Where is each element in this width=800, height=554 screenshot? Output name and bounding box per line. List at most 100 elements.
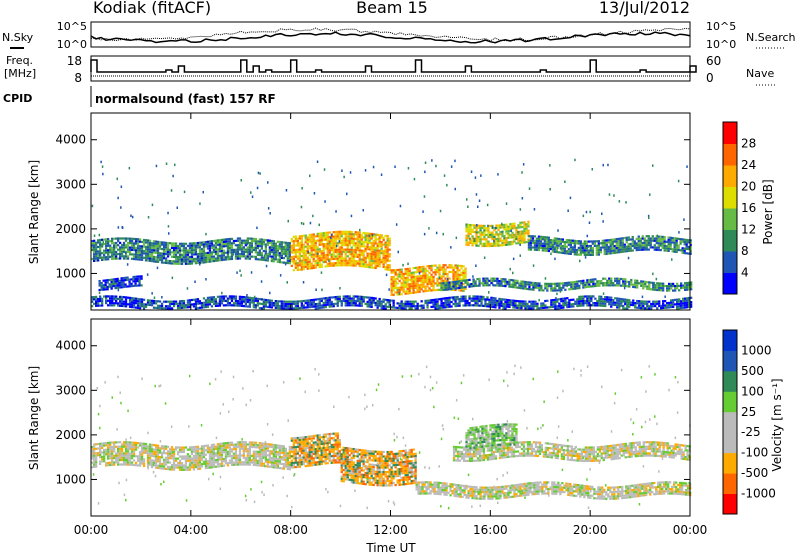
heatmap-cell bbox=[162, 467, 166, 470]
heatmap-cell bbox=[132, 284, 135, 287]
heatmap-cell bbox=[643, 241, 646, 245]
heatmap-cell bbox=[577, 253, 580, 256]
heatmap-cell bbox=[426, 269, 429, 272]
heatmap-cell bbox=[130, 257, 134, 260]
heatmap-cell bbox=[683, 218, 685, 221]
heatmap-cell bbox=[645, 244, 648, 247]
heatmap-cell bbox=[434, 273, 437, 276]
heatmap-cell bbox=[466, 281, 469, 284]
heatmap-cell bbox=[308, 238, 311, 241]
heatmap-cell bbox=[146, 301, 150, 304]
heatmap-cell bbox=[554, 242, 556, 246]
heatmap-cell bbox=[116, 277, 119, 280]
heatmap-cell bbox=[248, 248, 251, 251]
heatmap-cell bbox=[545, 247, 548, 250]
heatmap-cell bbox=[318, 223, 320, 227]
heatmap-cell bbox=[258, 242, 261, 245]
heatmap-cell bbox=[250, 255, 253, 258]
heatmap-cell bbox=[153, 296, 156, 299]
heatmap-cell bbox=[126, 285, 129, 288]
heatmap-cell bbox=[216, 243, 220, 246]
heatmap-cell bbox=[376, 233, 379, 236]
heatmap-cell bbox=[609, 241, 612, 244]
heatmap-cell bbox=[287, 219, 289, 223]
heatmap-cell bbox=[212, 248, 216, 251]
heatmap-cell bbox=[200, 306, 204, 309]
heatmap-cell bbox=[309, 174, 311, 178]
colorbar-segment bbox=[723, 165, 737, 187]
heatmap-cell bbox=[539, 246, 543, 249]
heatmap-cell bbox=[374, 258, 377, 261]
heatmap-cell bbox=[362, 263, 365, 266]
heatmap-cell bbox=[208, 253, 212, 256]
heatmap-cell bbox=[258, 302, 261, 305]
heatmap-cell bbox=[122, 300, 126, 303]
heatmap-cell bbox=[608, 284, 611, 287]
heatmap-cell bbox=[172, 461, 176, 464]
heatmap-cell bbox=[186, 301, 190, 304]
heatmap-cell bbox=[487, 240, 490, 243]
heatmap-cell bbox=[382, 261, 385, 264]
heatmap-cell bbox=[446, 305, 449, 309]
heatmap-cell bbox=[499, 226, 502, 229]
heatmap-cell bbox=[532, 284, 535, 287]
heatmap-cell bbox=[352, 237, 355, 240]
heatmap-cell bbox=[109, 249, 112, 252]
heatmap-cell bbox=[356, 242, 359, 245]
heatmap-cell bbox=[517, 237, 520, 240]
heatmap-cell bbox=[579, 259, 581, 263]
heatmap-cell bbox=[95, 463, 98, 466]
heatmap-cell bbox=[322, 304, 325, 307]
heatmap-cell bbox=[338, 295, 341, 298]
heatmap-cell bbox=[370, 237, 373, 240]
heatmap-cell bbox=[320, 232, 323, 235]
heatmap-cell bbox=[130, 285, 133, 288]
heatmap-cell bbox=[95, 259, 98, 262]
heatmap-cell bbox=[302, 299, 305, 303]
heatmap-cell bbox=[372, 255, 375, 258]
heatmap-cell bbox=[210, 253, 214, 256]
heatmap-cell bbox=[178, 459, 182, 462]
heatmap-cell bbox=[107, 255, 110, 259]
heatmap-cell bbox=[178, 249, 182, 252]
heatmap-cell bbox=[370, 253, 373, 256]
heatmap-cell bbox=[564, 288, 567, 291]
heatmap-cell bbox=[214, 241, 218, 244]
heatmap-cell bbox=[513, 235, 516, 239]
heatmap-cell bbox=[148, 445, 152, 448]
heatmap-cell bbox=[688, 288, 691, 291]
heatmap-cell bbox=[170, 448, 174, 451]
heatmap-cell bbox=[336, 235, 339, 238]
heatmap-cell bbox=[144, 257, 148, 260]
heatmap-cell bbox=[430, 289, 433, 292]
heatmap-cell bbox=[368, 234, 371, 238]
heatmap-cell bbox=[647, 214, 650, 218]
heatmap-cell bbox=[458, 269, 461, 272]
heatmap-cell bbox=[284, 305, 287, 308]
colorbar-tick-label: 12 bbox=[741, 223, 756, 237]
heatmap-cell bbox=[640, 304, 643, 307]
heatmap-cell bbox=[300, 255, 303, 258]
heatmap-cell bbox=[364, 265, 367, 268]
heatmap-cell bbox=[610, 303, 613, 306]
heatmap-cell bbox=[416, 279, 419, 283]
heatmap-cell bbox=[672, 282, 675, 285]
heatmap-cell bbox=[166, 244, 170, 247]
heatmap-cell bbox=[184, 258, 188, 261]
heatmap-cell bbox=[172, 249, 176, 252]
heatmap-cell bbox=[581, 247, 584, 250]
heatmap-cell bbox=[456, 304, 459, 307]
heatmap-cell bbox=[230, 244, 234, 247]
heatmap-cell bbox=[119, 445, 122, 448]
heatmap-cell bbox=[270, 239, 273, 243]
heatmap-cell bbox=[362, 300, 365, 303]
heatmap-cell bbox=[234, 304, 238, 307]
heatmap-cell bbox=[382, 265, 385, 268]
heatmap-cell bbox=[615, 249, 618, 252]
heatmap-cell bbox=[272, 242, 275, 245]
heatmap-cell bbox=[340, 248, 343, 251]
heatmap-cell bbox=[588, 283, 591, 286]
heatmap-cell bbox=[446, 286, 449, 289]
heatmap-cell bbox=[314, 305, 317, 308]
heatmap-cell bbox=[172, 457, 176, 460]
